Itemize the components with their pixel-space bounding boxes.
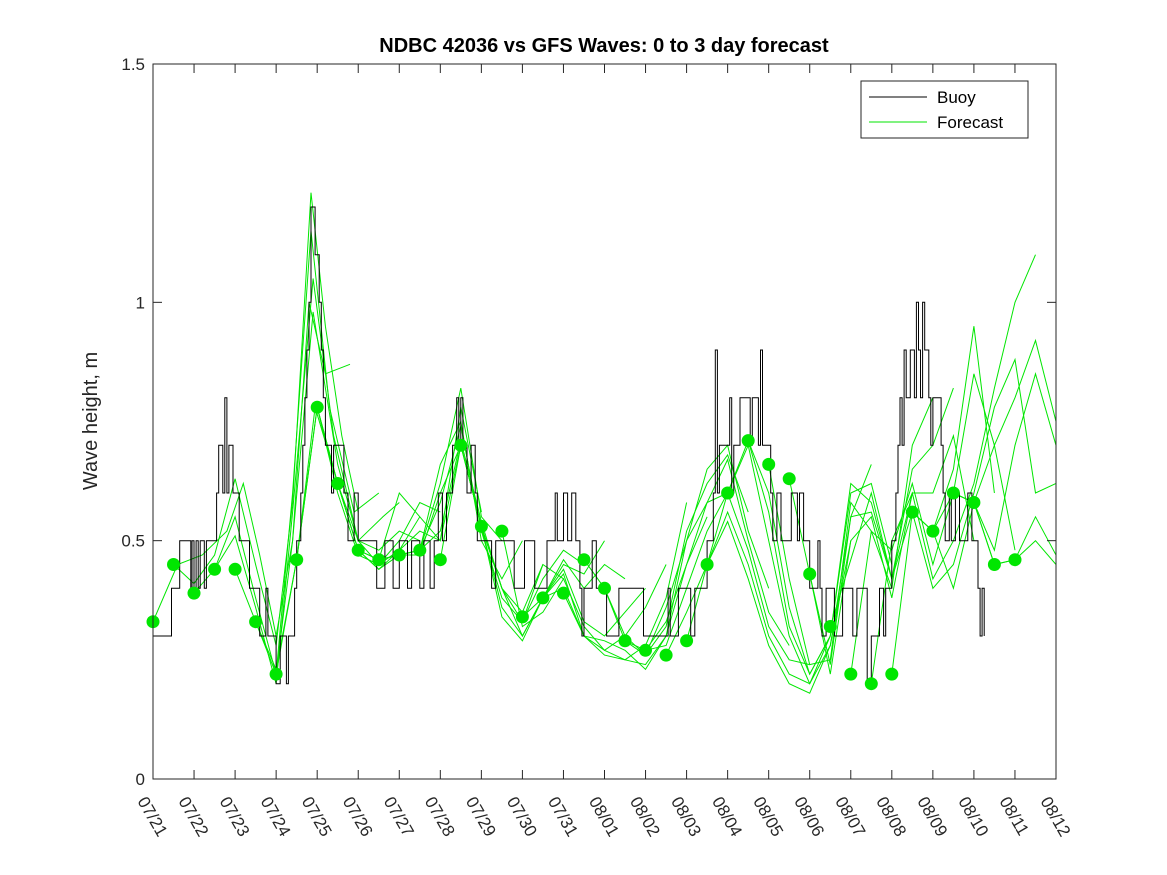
forecast-marker [967,496,981,509]
forecast-marker [639,643,652,657]
forecast-marker [474,519,488,533]
forecast-marker [372,553,386,567]
forecast-marker [782,472,796,486]
forecast-marker [618,634,632,648]
forecast-marker [659,648,673,662]
forecast-line [891,357,1056,675]
forecast-line [768,397,934,666]
forecast-marker [351,543,365,557]
forecast-marker [803,567,817,581]
legend-buoy-label: Buoy [937,88,976,107]
forecast-line [747,440,913,676]
forecast-marker [844,667,858,681]
forecast-marker [598,581,611,595]
forecast-marker [680,634,694,648]
forecast-line [809,433,975,675]
forecast-line [214,278,400,684]
forecast-line [706,443,872,685]
forecast-line [911,338,1056,591]
forecast-marker [515,610,529,624]
legend-box [860,80,1029,139]
forecast-marker [905,505,919,519]
forecast-line [193,230,380,675]
forecast-marker [208,562,222,576]
forecast-line [583,453,749,656]
forecast-marker [762,457,776,471]
forecast-marker [269,667,283,681]
forecast-marker [167,558,180,571]
forecast-marker [187,586,201,600]
forecast-marker [557,586,570,600]
forecast-marker [228,562,242,576]
forecast-marker [577,553,591,567]
forecast-line [788,387,954,665]
forecast-marker [700,558,714,571]
forecast-marker [823,620,837,633]
forecast-marker [721,486,735,500]
forecast-marker [495,524,509,538]
forecast-marker [290,553,304,567]
forecast-marker [946,486,960,500]
y-tick-label: 0 [136,770,145,789]
forecast-marker [310,400,324,414]
forecast-markers [146,400,1022,691]
y-tick-label: 1 [136,293,145,312]
y-axis-label: Wave height, m [80,352,102,490]
legend-forecast-label: Forecast [937,113,1003,132]
forecast-marker [987,558,1001,571]
forecast-line [665,510,831,685]
buoy-line [153,206,985,685]
forecast-line [624,458,790,651]
y-tick-label: 0.5 [121,532,145,551]
forecast-marker [1008,553,1022,567]
forecast-line [522,502,688,661]
forecast-marker [741,434,755,448]
y-tick-label: 1.5 [121,55,145,74]
forecast-line [604,444,770,656]
forecast-marker [392,548,406,562]
forecast-marker [454,438,468,452]
buoy-series [153,206,985,685]
legend: Buoy Forecast [860,80,1029,139]
forecast-marker [331,477,345,490]
forecast-marker [536,591,550,605]
forecast-marker [926,524,940,538]
forecast-marker [413,543,427,557]
forecast-marker [864,677,878,691]
chart-title: NDBC 42036 vs GFS Waves: 0 to 3 day fore… [379,35,829,57]
forecast-line [563,492,728,671]
forecast-marker [249,615,263,629]
forecast-marker [885,667,899,681]
forecast-marker [433,553,447,567]
